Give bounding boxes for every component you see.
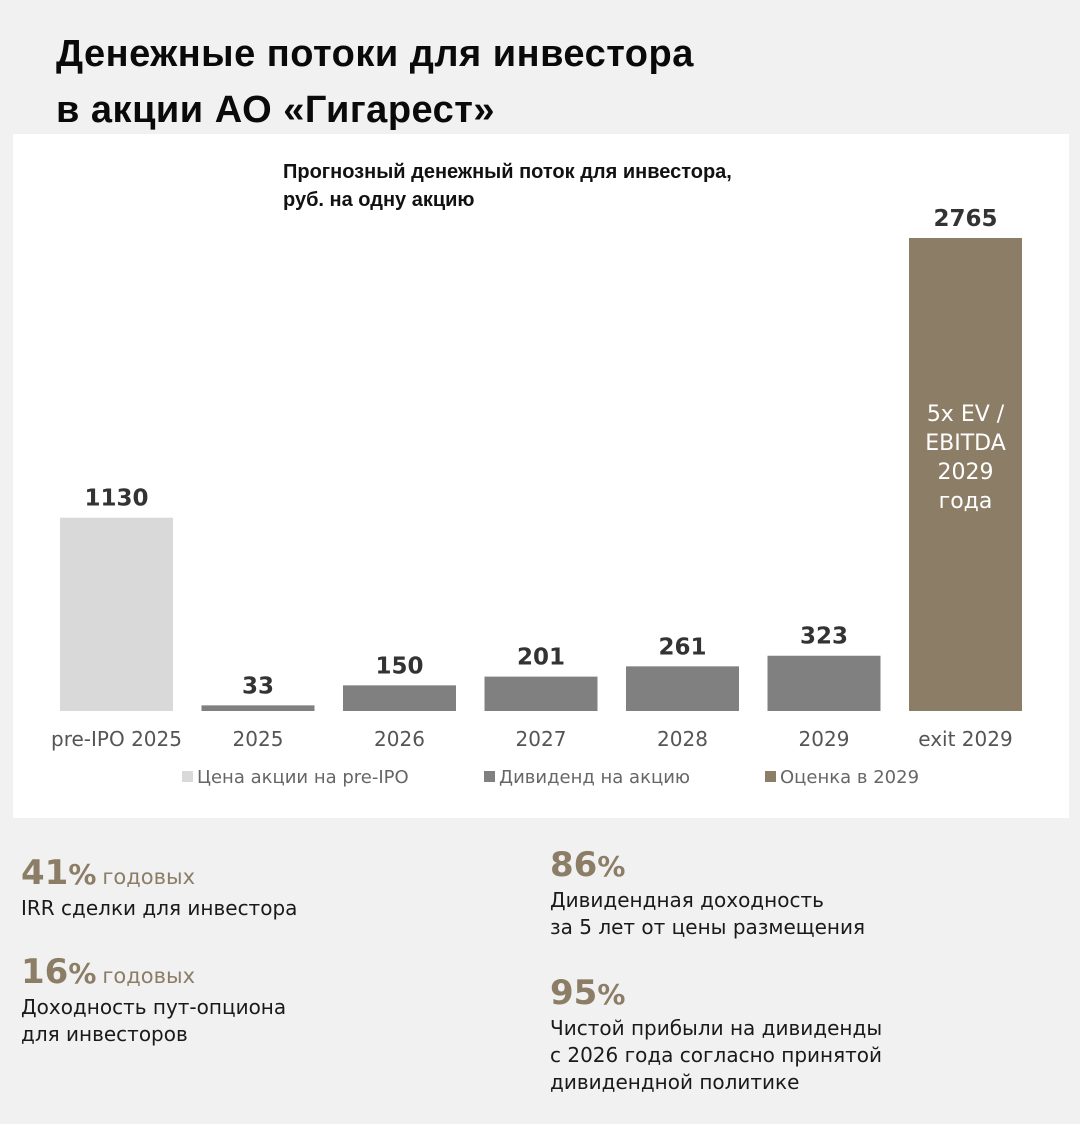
data-label: 33: [242, 673, 274, 699]
stat-description-line: с 2026 года согласно принятой: [550, 1043, 883, 1067]
legend-label-dividend: Дивиденд на акцию: [499, 767, 690, 788]
stat-suffix: годовых: [102, 964, 196, 988]
chart-title: Прогнозный денежный поток для инвестора,…: [283, 158, 732, 214]
bar-annotation-line: EBITDA: [925, 431, 1006, 456]
page-title-line-1: Денежные потоки для инвестора: [56, 33, 694, 75]
x-tick-label: 2028: [657, 727, 708, 751]
stat-payout-ratio: 95% Чистой прибыли на дивиденды с 2026 г…: [550, 973, 882, 1096]
legend-swatch-valuation: [765, 771, 776, 782]
stat-unit: %: [68, 858, 97, 891]
data-label: 150: [375, 653, 423, 679]
stat-description: Чистой прибыли на дивиденды с 2026 года …: [550, 1015, 882, 1096]
chart-title-line-1: Прогнозный денежный поток для инвестора,: [283, 161, 732, 183]
x-tick-label: 2025: [233, 727, 284, 751]
bar-annotation-line: 5x EV /: [927, 402, 1005, 427]
chart-title-line-2: руб. на одну акцию: [283, 189, 475, 211]
data-label: 261: [658, 634, 706, 660]
stat-description-line: Доходность пут-опциона: [21, 995, 287, 1019]
stat-description-line: для инвесторов: [21, 1022, 188, 1046]
legend-label-valuation: Оценка в 2029: [780, 767, 919, 788]
legend-label-price: Цена акции на pre-IPO: [197, 767, 409, 788]
bar-pre-IPO-2025: [60, 517, 173, 711]
bar-2025: [201, 705, 315, 711]
page-title: Денежные потоки для инвестора в акции АО…: [56, 26, 694, 138]
stat-unit: %: [597, 978, 626, 1011]
bar-annotation-line: 2029: [938, 460, 994, 485]
bar-2027: [484, 676, 598, 711]
bar-2029: [767, 655, 881, 711]
legend-swatch-dividend: [484, 771, 495, 782]
stat-description-line: дивидендной политике: [550, 1070, 800, 1094]
legend-swatch-price: [182, 771, 193, 782]
bar-2028: [626, 666, 739, 711]
stat-description-line: Чистой прибыли на дивиденды: [550, 1016, 883, 1040]
stat-unit: %: [597, 850, 626, 883]
stat-unit: %: [68, 957, 97, 990]
bar-chart: 1130 pre-IPO 2025 33 2025 150 2026 201 2027 261 2…: [51, 206, 1022, 788]
page-title-line-2: в акции АО «Гигарест»: [56, 89, 496, 131]
stat-description: Доходность пут-опциона для инвесторов: [21, 994, 286, 1048]
stat-description: IRR сделки для инвестора: [21, 895, 297, 922]
stat-put-option: 16% годовых Доходность пут-опциона для ин…: [21, 952, 286, 1048]
data-label: 201: [517, 645, 565, 671]
data-label: 1130: [84, 486, 148, 512]
data-label: 323: [800, 624, 848, 650]
stat-value: 16: [21, 952, 69, 992]
stat-description-line: IRR сделки для инвестора: [21, 896, 298, 920]
stat-value: 86: [550, 845, 598, 885]
stat-dividend-yield: 86% Дивидендная доходность за 5 лет от ц…: [550, 845, 865, 941]
x-tick-label: pre-IPO 2025: [51, 727, 182, 751]
stat-value: 95: [550, 973, 598, 1013]
bar-annotation-line: года: [939, 489, 993, 514]
x-tick-label: exit 2029: [918, 727, 1012, 751]
x-tick-label: 2029: [799, 727, 850, 751]
stat-description: Дивидендная доходность за 5 лет от цены …: [550, 887, 865, 941]
bar-2026: [343, 685, 456, 711]
data-label: 2765: [933, 206, 997, 232]
stat-suffix: годовых: [102, 865, 196, 889]
bar-exit-2029: [909, 238, 1022, 711]
x-tick-label: 2026: [374, 727, 425, 751]
stat-description-line: Дивидендная доходность: [550, 888, 824, 912]
stat-description-line: за 5 лет от цены размещения: [550, 915, 866, 939]
stat-value: 41: [21, 853, 69, 893]
x-tick-label: 2027: [516, 727, 567, 751]
stat-irr: 41% годовых IRR сделки для инвестора: [21, 853, 297, 922]
